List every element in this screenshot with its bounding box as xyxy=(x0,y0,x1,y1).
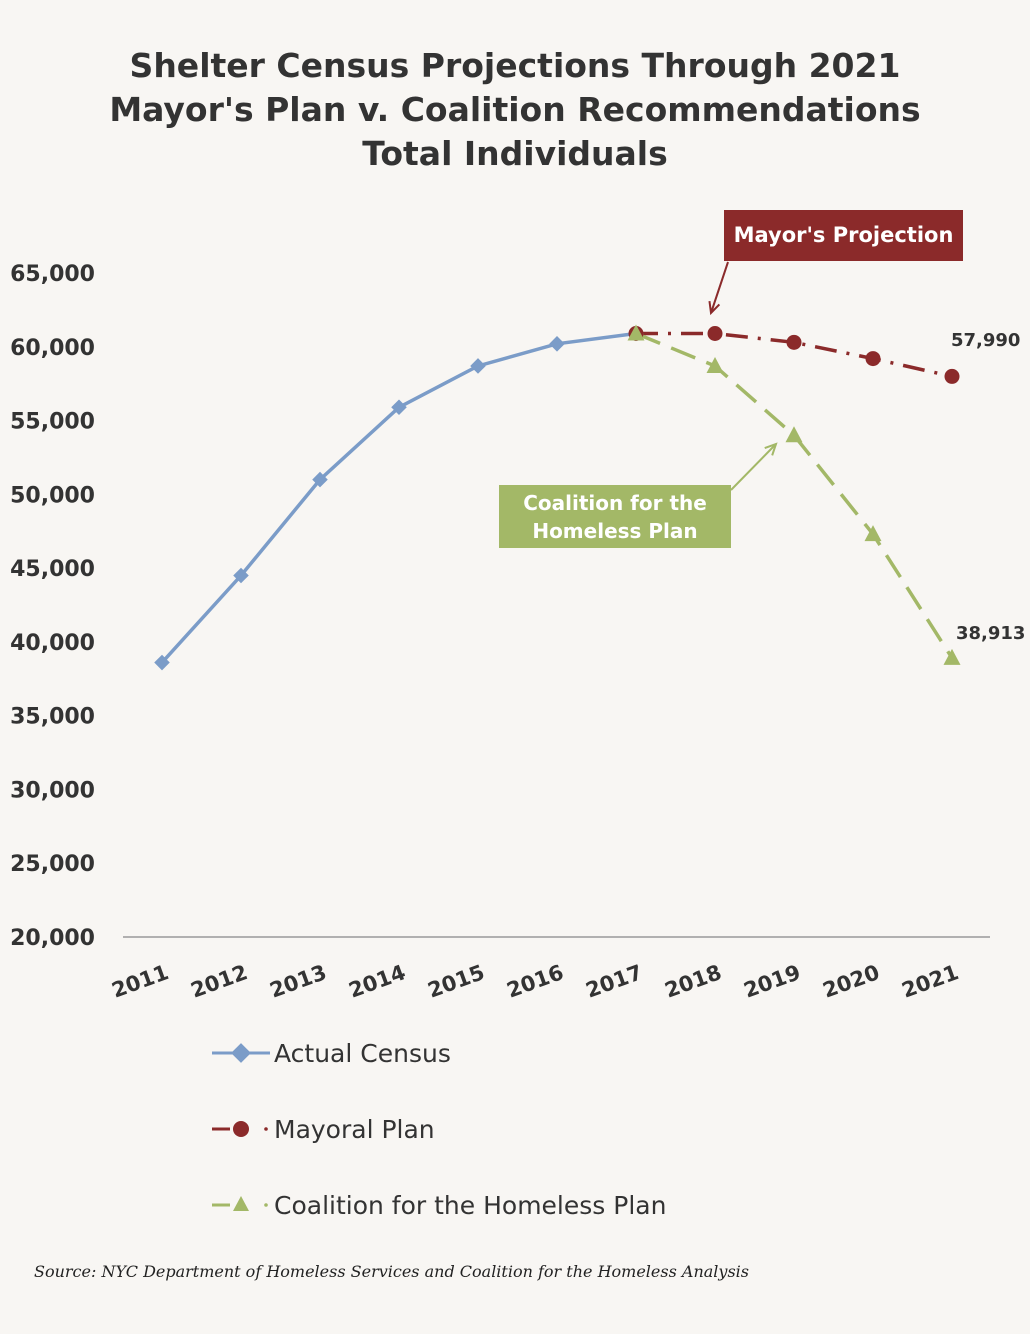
legend-swatch-actual xyxy=(212,1043,270,1063)
coalition-callout-line-2: Homeless Plan xyxy=(532,519,698,543)
x-tick-label: 2019 xyxy=(741,960,804,1003)
point-coalition-2020 xyxy=(864,525,882,542)
coalition-end-label: 38,913 xyxy=(956,623,1025,644)
legend-label-actual: Actual Census xyxy=(274,1039,451,1068)
point-mayoral-2021 xyxy=(944,368,960,384)
mayoral-end-label: 57,990 xyxy=(951,330,1020,351)
y-tick-label: 45,000 xyxy=(10,557,95,582)
series-line-mayoral xyxy=(636,331,953,379)
chart-title: Shelter Census Projections Through 2021 … xyxy=(0,44,1030,176)
point-mayoral-2019 xyxy=(786,334,802,350)
x-tick-label: 2018 xyxy=(662,960,725,1003)
coalition-callout-arrow xyxy=(730,443,777,491)
point-coalition-2021 xyxy=(943,648,961,665)
point-actual-2012 xyxy=(233,567,249,584)
y-tick-label: 60,000 xyxy=(10,336,95,361)
source-note: Source: NYC Department of Homeless Servi… xyxy=(34,1262,749,1281)
title-line-3: Total Individuals xyxy=(362,134,668,173)
x-tick-label: 2011 xyxy=(109,960,172,1003)
mayor-projection-callout: Mayor's Projection xyxy=(724,210,963,261)
point-coalition-2019 xyxy=(785,426,803,443)
point-actual-2015 xyxy=(470,358,486,374)
point-mayoral-2020 xyxy=(865,351,881,367)
coalition-plan-callout: Coalition for the Homeless Plan xyxy=(499,485,731,548)
coalition-callout-arrow-head xyxy=(764,442,778,456)
point-actual-2011 xyxy=(154,654,170,671)
y-tick-label: 20,000 xyxy=(10,926,95,951)
y-tick-label: 65,000 xyxy=(10,262,95,287)
point-mayoral-2018 xyxy=(707,325,723,341)
legend-swatch-coalition xyxy=(212,1196,268,1211)
y-tick-label: 55,000 xyxy=(10,410,95,435)
y-tick-label: 35,000 xyxy=(10,705,95,730)
y-tick-label: 50,000 xyxy=(10,483,95,508)
y-tick-label: 30,000 xyxy=(10,778,95,803)
mayor-callout-arrow-head xyxy=(708,300,721,316)
x-tick-label: 2015 xyxy=(425,960,488,1003)
mayor-callout-arrow xyxy=(710,261,729,314)
x-tick-label: 2013 xyxy=(267,960,330,1003)
legend-label-coalition: Coalition for the Homeless Plan xyxy=(274,1191,667,1220)
x-axis-ticks: 2011 2012 2013 2014 2015 2016 2017 2018 2019 2020… xyxy=(109,960,962,1003)
y-tick-label: 25,000 xyxy=(10,852,95,877)
point-coalition-2017 xyxy=(627,324,645,341)
coalition-callout-line-1: Coalition for the xyxy=(523,491,707,515)
legend-swatch-mayoral xyxy=(212,1121,268,1137)
point-actual-2016 xyxy=(549,336,565,352)
x-tick-label: 2020 xyxy=(820,960,883,1003)
x-tick-label: 2016 xyxy=(504,960,567,1003)
callout-arrows xyxy=(708,261,778,491)
title-line-2: Mayor's Plan v. Coalition Recommendation… xyxy=(109,90,921,129)
y-tick-label: 40,000 xyxy=(10,631,95,656)
x-tick-label: 2021 xyxy=(899,960,962,1003)
title-line-1: Shelter Census Projections Through 2021 xyxy=(129,46,901,85)
point-coalition-2018 xyxy=(706,356,724,373)
x-tick-label: 2012 xyxy=(188,960,251,1003)
x-tick-label: 2017 xyxy=(583,960,646,1003)
y-axis-ticks: 20,000 25,000 30,000 35,000 40,000 45,000 50,0… xyxy=(10,262,95,951)
legend-label-mayoral: Mayoral Plan xyxy=(274,1115,435,1144)
x-tick-label: 2014 xyxy=(346,960,409,1003)
